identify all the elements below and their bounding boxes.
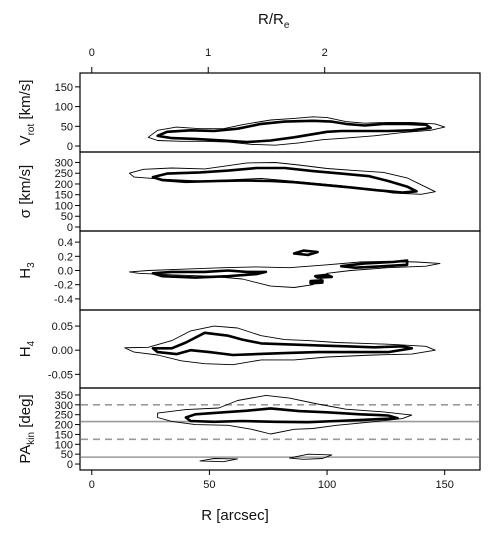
y-tick-label: 100 bbox=[55, 200, 73, 212]
contour-outer bbox=[128, 260, 441, 288]
top-axis-label-main: R/R bbox=[258, 11, 284, 28]
panel-h4: 0.05 0.00 -0.05 H4 bbox=[17, 309, 481, 389]
y-axis-label-main: V bbox=[17, 135, 34, 145]
y-axis-label-main: H bbox=[17, 346, 34, 357]
top-axis-label: R/Re bbox=[258, 11, 290, 31]
y-tick-label: 150 bbox=[55, 429, 73, 441]
bottom-axis-ticks: 0 50 100 150 bbox=[89, 479, 454, 491]
x-tick-label: 50 bbox=[203, 479, 215, 491]
y-tick-label: 0.4 bbox=[58, 237, 73, 249]
contour-outer bbox=[124, 325, 436, 366]
y-tick-label: 300 bbox=[55, 400, 73, 412]
y-tick-label: 0 bbox=[67, 222, 73, 234]
panel-vrot: 0 50 100 150 Vrot [km/s] bbox=[17, 72, 481, 153]
top-tick-label: 0 bbox=[89, 47, 95, 59]
y-tick-label: 200 bbox=[55, 179, 73, 191]
x-axis-label: R [arcsec] bbox=[201, 507, 269, 524]
y-axis-label-sub: kin bbox=[26, 432, 37, 445]
top-axis-label-sub: e bbox=[284, 20, 290, 31]
contour-inner bbox=[339, 259, 409, 270]
y-tick-label: 250 bbox=[55, 168, 73, 180]
contour-inner bbox=[292, 249, 319, 257]
contour-inner bbox=[156, 119, 432, 144]
x-tick-label: 100 bbox=[318, 479, 336, 491]
contour-inner bbox=[151, 269, 268, 279]
y-tick-label: 250 bbox=[55, 410, 73, 422]
y-axis-label-main: σ [km/s] bbox=[17, 165, 34, 218]
panel-frame bbox=[79, 309, 481, 389]
x-tick-label: 0 bbox=[89, 479, 95, 491]
contour-outer bbox=[288, 453, 333, 460]
contour-inner bbox=[151, 331, 414, 357]
y-tick-label: 0.00 bbox=[52, 345, 73, 357]
y-tick-label: 50 bbox=[61, 121, 73, 133]
x-tick-label: 150 bbox=[436, 479, 454, 491]
contour-inner bbox=[151, 166, 418, 194]
y-axis-label-sub: rot bbox=[26, 124, 37, 136]
y-tick-label: 350 bbox=[55, 390, 73, 402]
top-axis: R/Re 0 1 2 bbox=[89, 11, 328, 73]
contour-outer bbox=[199, 458, 239, 463]
y-tick-label: 200 bbox=[55, 420, 73, 432]
panel-frame bbox=[79, 387, 481, 471]
y-tick-label: 100 bbox=[55, 439, 73, 451]
y-axis-label: H3 bbox=[17, 262, 37, 279]
bottom-axis: 0 50 100 150 R [arcsec] bbox=[89, 479, 454, 524]
y-tick-label: -0.4 bbox=[54, 294, 73, 306]
top-axis-ticks: 0 1 2 bbox=[89, 47, 328, 73]
y-axis-label: Vrot [km/s] bbox=[17, 80, 37, 146]
y-tick-label: 50 bbox=[61, 211, 73, 223]
y-tick-label: 300 bbox=[55, 157, 73, 169]
panel-frame bbox=[79, 151, 481, 232]
y-tick-label: 0.2 bbox=[58, 251, 73, 263]
y-tick-label: 150 bbox=[55, 82, 73, 94]
panel-frame bbox=[79, 230, 481, 311]
contour-outer bbox=[147, 116, 446, 146]
contour-inner bbox=[313, 273, 334, 279]
top-tick-label: 1 bbox=[205, 47, 211, 59]
y-tick-label: 0.0 bbox=[58, 266, 73, 278]
y-axis-label-unit: [km/s] bbox=[17, 80, 34, 124]
y-axis-label-unit: [deg] bbox=[17, 394, 34, 432]
panel-h3: 0.4 0.2 0.0 -0.2 -0.4 H3 bbox=[17, 230, 481, 311]
contour-inner bbox=[309, 279, 324, 285]
y-axis-label: PAkin [deg] bbox=[17, 394, 37, 463]
y-tick-label: 0 bbox=[67, 459, 73, 471]
top-tick-label: 2 bbox=[322, 47, 328, 59]
y-tick-label: -0.05 bbox=[48, 369, 73, 381]
y-tick-label: 0 bbox=[67, 141, 73, 153]
y-axis-label: σ [km/s] bbox=[17, 165, 34, 218]
y-tick-label: 0.05 bbox=[52, 321, 73, 333]
contour-outer bbox=[157, 394, 413, 435]
y-tick-label: 150 bbox=[55, 190, 73, 202]
y-axis-label-main: H bbox=[17, 268, 34, 279]
y-tick-label: 100 bbox=[55, 102, 73, 114]
y-axis-label-main: PA bbox=[17, 445, 34, 464]
y-tick-label: -0.2 bbox=[54, 280, 73, 292]
y-tick-label: 50 bbox=[61, 449, 73, 461]
contour-inner bbox=[184, 407, 399, 424]
y-axis-label: H4 bbox=[17, 340, 37, 357]
y-axis-label-sub: 3 bbox=[26, 262, 37, 268]
y-axis-label-sub: 4 bbox=[26, 340, 37, 346]
